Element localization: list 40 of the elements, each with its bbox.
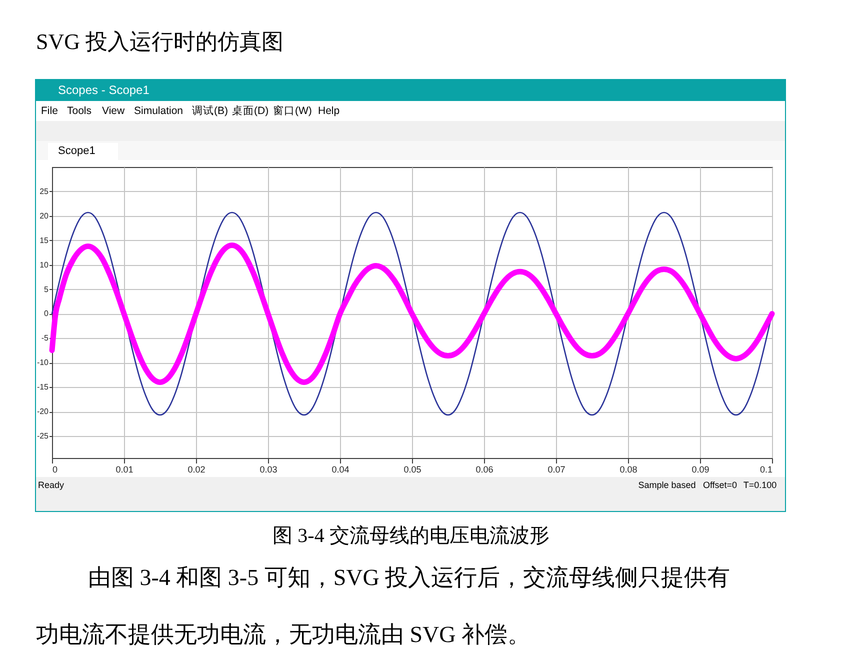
text: T=0.100: [743, 480, 777, 490]
x-tick-label: 0.1: [760, 464, 772, 474]
x-tick-label: 0: [52, 464, 58, 474]
text: File: [41, 105, 58, 117]
text: Offset=0: [702, 480, 738, 490]
y-tick-label: 0: [44, 309, 50, 318]
text: Simulation: [134, 105, 184, 117]
x-tick-label: 0.08: [620, 464, 638, 474]
text: Tools: [67, 105, 92, 117]
text: View: [102, 105, 125, 117]
x-tick-label: 0.03: [260, 464, 278, 474]
text: 调试(B): [192, 104, 228, 117]
caption: 图 3-4 交流母线的电压电流波形: [272, 525, 550, 547]
text: 功电流不提供无功电流，无功电流由 SVG 补偿。: [36, 622, 531, 647]
text: Help: [318, 105, 340, 117]
x-tick-label: 0.09: [692, 464, 710, 474]
y-tick-label: -5: [41, 334, 50, 343]
x-tick-label: 0.04: [332, 464, 350, 474]
x-tick-label: 0.01: [116, 464, 134, 474]
x-tick-label: 0.07: [548, 464, 566, 474]
text: 由图 3-4 和图 3-5 可知，SVG 投入运行后，交流母线侧只提供有: [88, 565, 730, 590]
y-tick-label: 10: [40, 260, 50, 270]
y-tick-label: -15: [36, 382, 50, 392]
text: Ready: [38, 480, 65, 490]
text: 桌面(D): [232, 104, 269, 117]
text: 窗口(W): [273, 104, 312, 117]
x-tick-label: 0.06: [476, 464, 494, 474]
text: Scopes - Scope1: [58, 83, 150, 97]
y-tick-label: 5: [44, 284, 50, 294]
y-tick-label: -10: [36, 358, 50, 368]
chart-title: SVG 投入运行时的仿真图: [36, 29, 284, 54]
y-tick-label: 25: [40, 186, 50, 196]
x-tick-label: 0.05: [404, 464, 422, 474]
text: Scope1: [58, 145, 96, 157]
y-tick-label: -25: [36, 431, 50, 440]
y-tick-label: -20: [36, 407, 50, 416]
text: Sample based: [638, 480, 696, 490]
x-tick-label: 0.02: [188, 464, 206, 474]
y-tick-label: 20: [40, 211, 50, 220]
y-tick-label: 15: [40, 236, 50, 245]
